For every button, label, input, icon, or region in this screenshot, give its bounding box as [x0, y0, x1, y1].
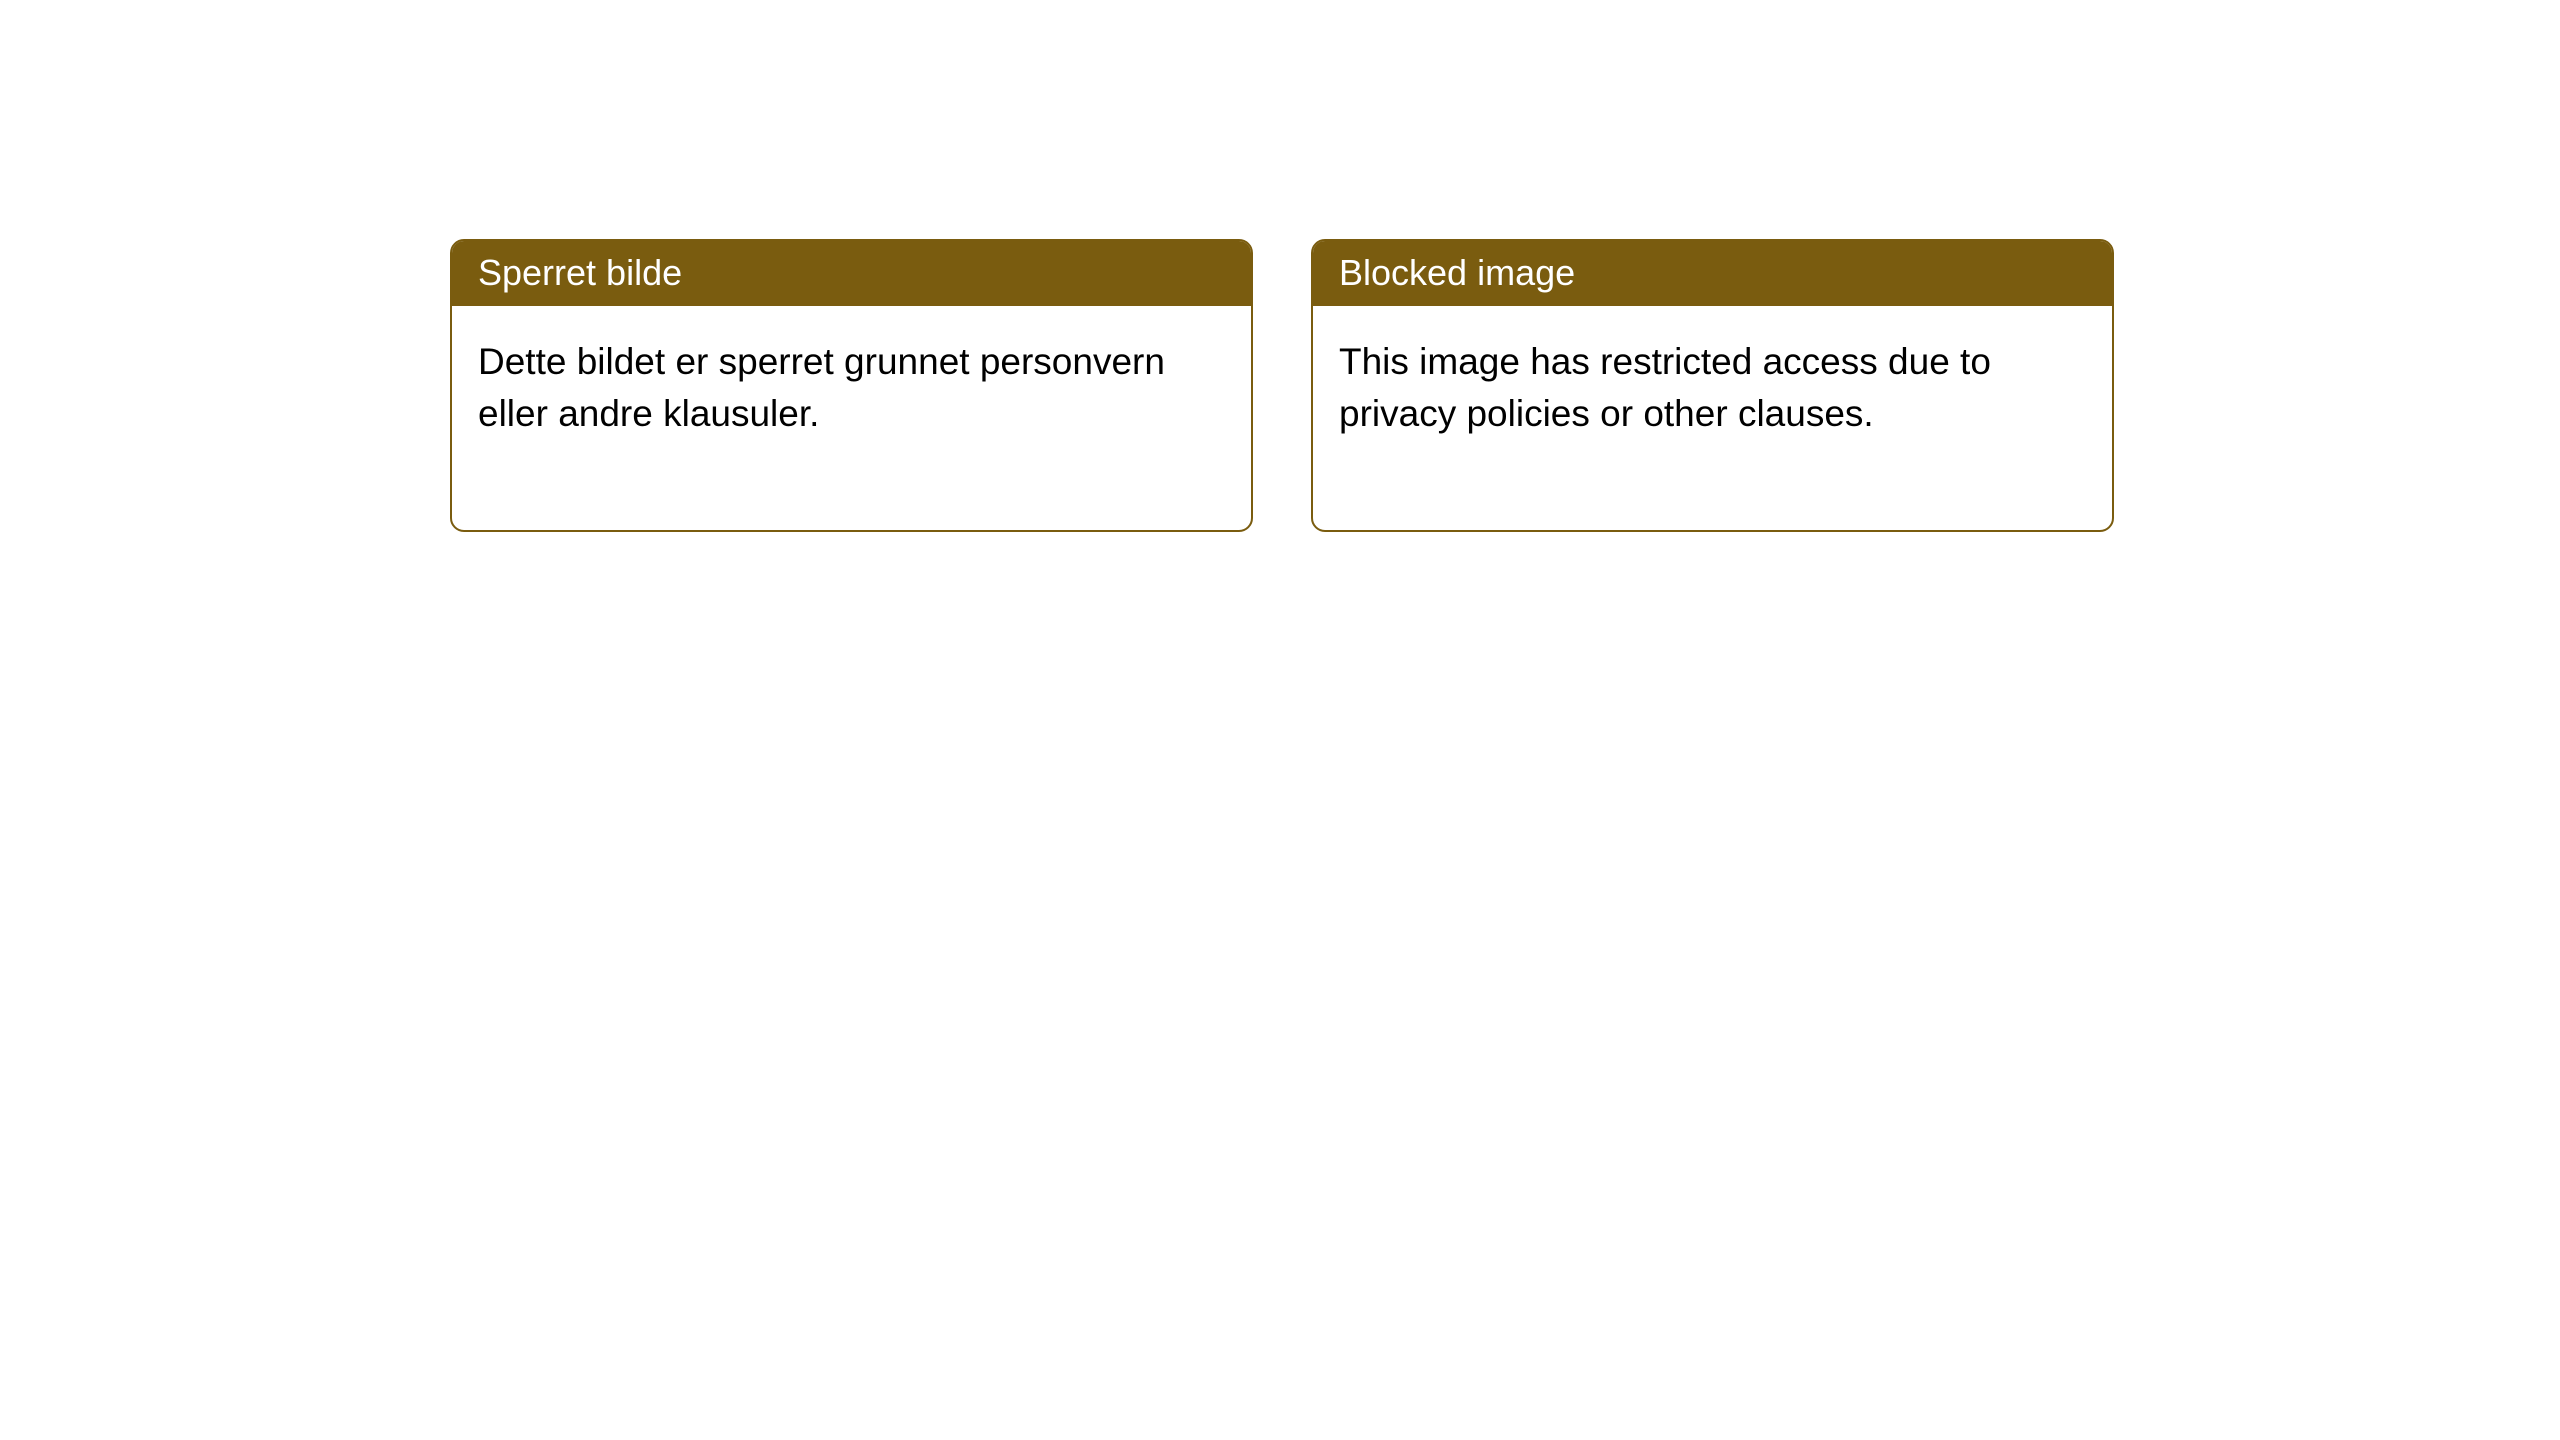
notice-container: Sperret bilde Dette bildet er sperret gr…: [0, 0, 2560, 532]
notice-header-english: Blocked image: [1313, 241, 2112, 306]
notice-card-english: Blocked image This image has restricted …: [1311, 239, 2114, 532]
notice-header-norwegian: Sperret bilde: [452, 241, 1251, 306]
notice-text: Dette bildet er sperret grunnet personve…: [478, 341, 1165, 434]
notice-title: Blocked image: [1339, 252, 1575, 293]
notice-title: Sperret bilde: [478, 252, 682, 293]
notice-body-norwegian: Dette bildet er sperret grunnet personve…: [452, 306, 1251, 530]
notice-body-english: This image has restricted access due to …: [1313, 306, 2112, 530]
notice-text: This image has restricted access due to …: [1339, 341, 1991, 434]
notice-card-norwegian: Sperret bilde Dette bildet er sperret gr…: [450, 239, 1253, 532]
